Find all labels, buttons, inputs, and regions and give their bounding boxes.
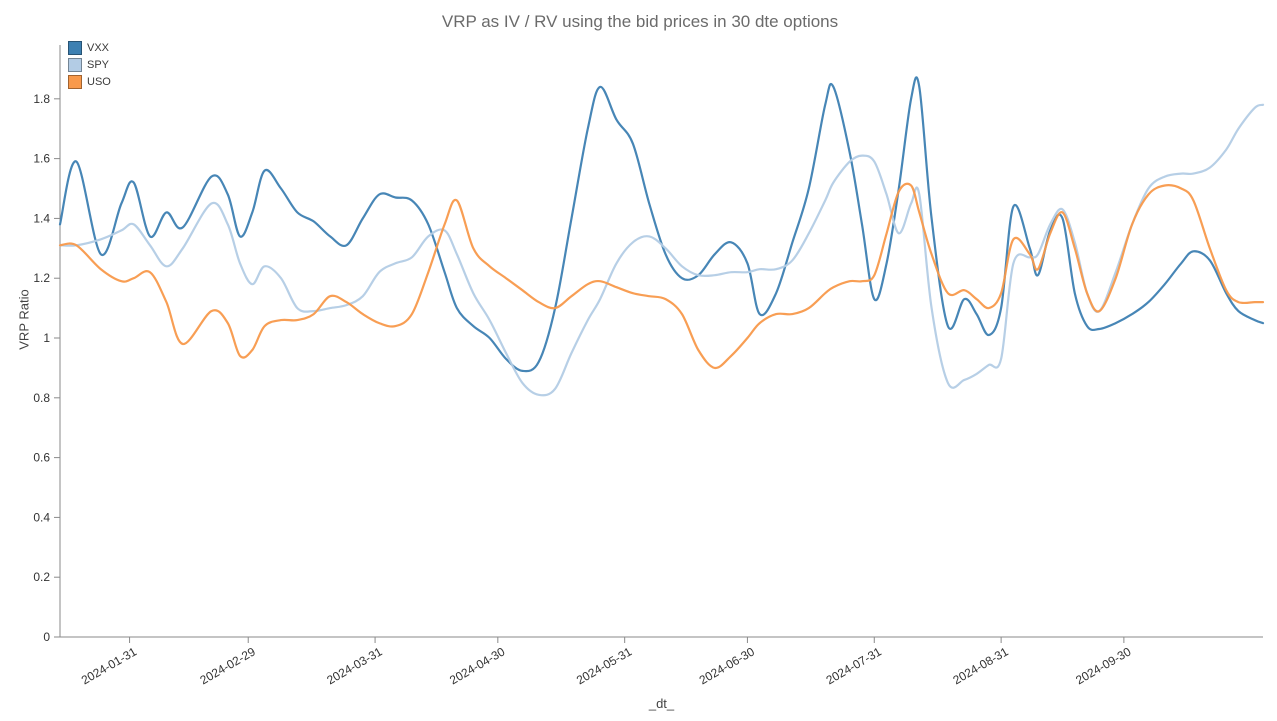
x-tick-label: 2024-03-31	[324, 644, 384, 687]
y-tick-label: 1.4	[33, 211, 50, 225]
x-tick-label: 2024-02-29	[198, 644, 258, 687]
y-tick-label: 1.6	[33, 152, 50, 166]
chart-title: VRP as IV / RV using the bid prices in 3…	[441, 12, 839, 31]
y-tick-label: 0.4	[33, 510, 50, 524]
x-tick-label: 2024-05-31	[574, 644, 634, 687]
y-tick-label: 0.8	[33, 391, 50, 405]
x-tick-label: 2024-06-30	[697, 644, 757, 687]
x-tick-label: 2024-01-31	[79, 644, 139, 687]
legend-swatch-spy	[68, 57, 82, 72]
series-line-uso	[58, 182, 1265, 370]
x-tick-label: 2024-04-30	[447, 644, 507, 687]
legend: VXX SPY USO	[64, 38, 115, 91]
x-tick-label: 2024-07-31	[824, 644, 884, 687]
y-tick-label: 0	[43, 630, 50, 644]
legend-item-vxx: VXX	[68, 40, 111, 55]
y-tick-label: 1.8	[33, 92, 50, 106]
y-tick-label: 0.2	[33, 570, 50, 584]
legend-item-uso: USO	[68, 74, 111, 89]
y-tick-label: 1	[43, 331, 50, 345]
y-axis-label: VRP Ratio	[16, 289, 32, 350]
legend-label-spy: SPY	[87, 58, 110, 71]
legend-swatch-vxx	[68, 40, 82, 55]
series-line-vxx	[58, 76, 1265, 373]
y-tick-label: 1.2	[33, 271, 50, 285]
legend-swatch-uso	[68, 74, 82, 89]
series-line-spy	[58, 103, 1265, 397]
x-axis-label: _dt_	[648, 696, 675, 711]
y-tick-label: 0.6	[33, 451, 50, 465]
legend-label-vxx: VXX	[87, 41, 110, 54]
legend-item-spy: SPY	[68, 57, 111, 72]
legend-label-uso: USO	[87, 75, 111, 88]
x-tick-label: 2024-09-30	[1073, 644, 1133, 687]
x-tick-label: 2024-08-31	[950, 644, 1010, 687]
